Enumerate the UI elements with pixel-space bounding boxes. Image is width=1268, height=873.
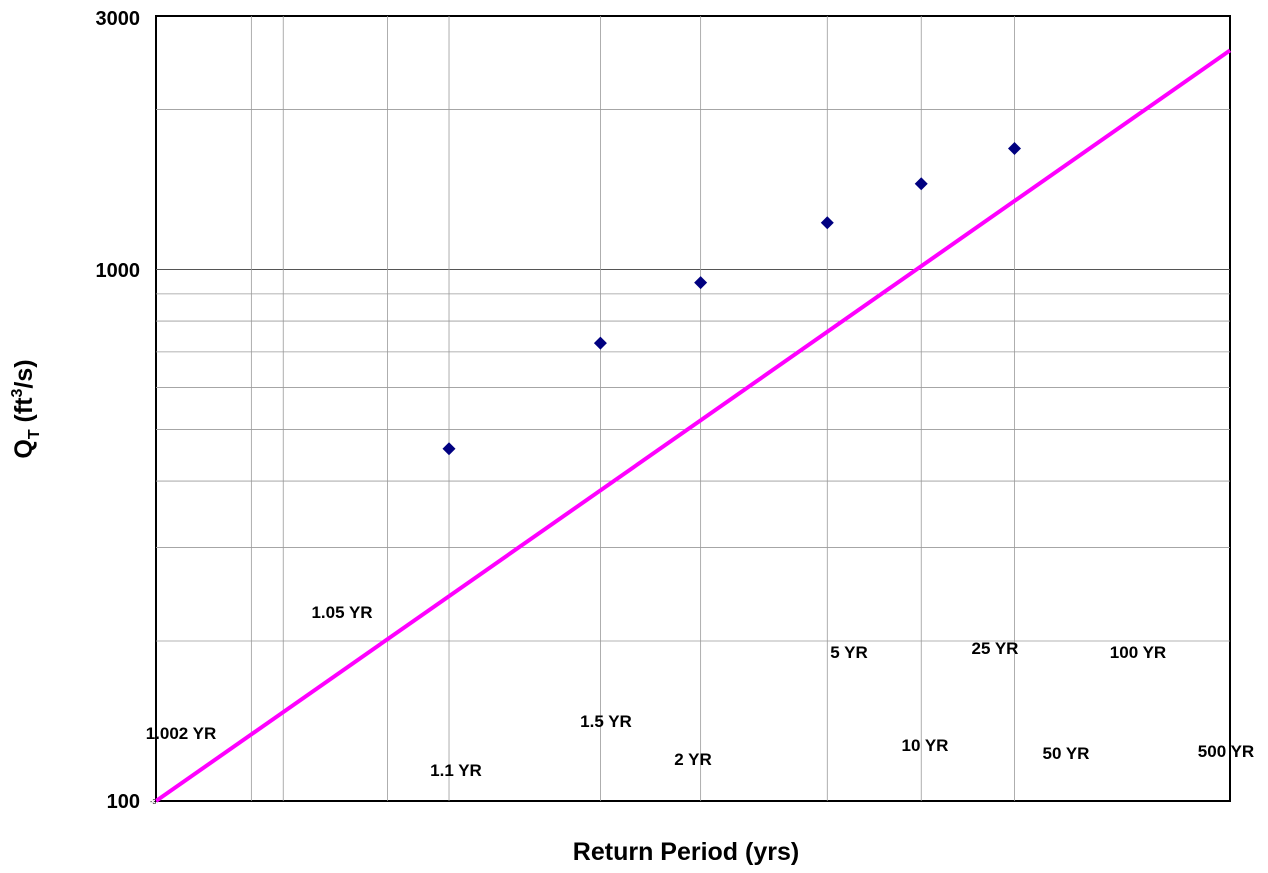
fitted-line — [154, 48, 1232, 803]
x-axis-title: Return Period (yrs) — [573, 838, 799, 866]
rp-label-5: 5 YR — [830, 643, 868, 662]
y-tick-label: 100 — [107, 791, 140, 813]
y-tick-label: 1000 — [96, 260, 141, 282]
y-axis-title-units-end: /s) — [10, 359, 38, 388]
rp-label-1-002: 1.002 YR — [146, 724, 217, 743]
data-point — [694, 276, 708, 290]
rp-label-10: 10 YR — [902, 736, 949, 755]
rp-label-1-1: 1.1 YR — [430, 761, 482, 780]
y-axis-title-units: (ft — [10, 397, 38, 430]
horizontal-gridlines — [156, 109, 1230, 642]
rp-label-1-5: 1.5 YR — [580, 712, 632, 731]
rp-label-25: 25 YR — [972, 639, 1019, 658]
plot-area — [155, 15, 1231, 802]
data-point — [914, 177, 928, 191]
minor-tick-label: -3 — [150, 799, 156, 806]
y-axis-title-subscript: T — [26, 429, 43, 439]
fitted-line-series — [154, 48, 1232, 803]
y-axis-title-superscript: 3 — [9, 388, 26, 397]
rp-label-2: 2 YR — [674, 750, 712, 769]
rp-label-50: 50 YR — [1043, 744, 1090, 763]
data-point-series — [442, 141, 1021, 456]
data-point — [820, 216, 834, 230]
return-period-labels: 1.002 YR 1.05 YR 1.1 YR 1.5 YR 2 YR 5 YR… — [146, 603, 1254, 806]
rp-label-500: 500 YR — [1198, 742, 1254, 761]
data-point — [442, 442, 456, 456]
data-point — [593, 336, 607, 350]
y-axis-title-main: Q — [10, 439, 38, 458]
y-tick-labels: 3000 1000 100 — [96, 8, 141, 813]
rp-label-100: 100 YR — [1110, 643, 1166, 662]
y-tick-label: 3000 — [96, 8, 141, 30]
y-axis-title: QT (ft3/s) — [9, 359, 43, 458]
rp-label-1-05: 1.05 YR — [311, 603, 372, 622]
data-point — [1007, 141, 1021, 155]
